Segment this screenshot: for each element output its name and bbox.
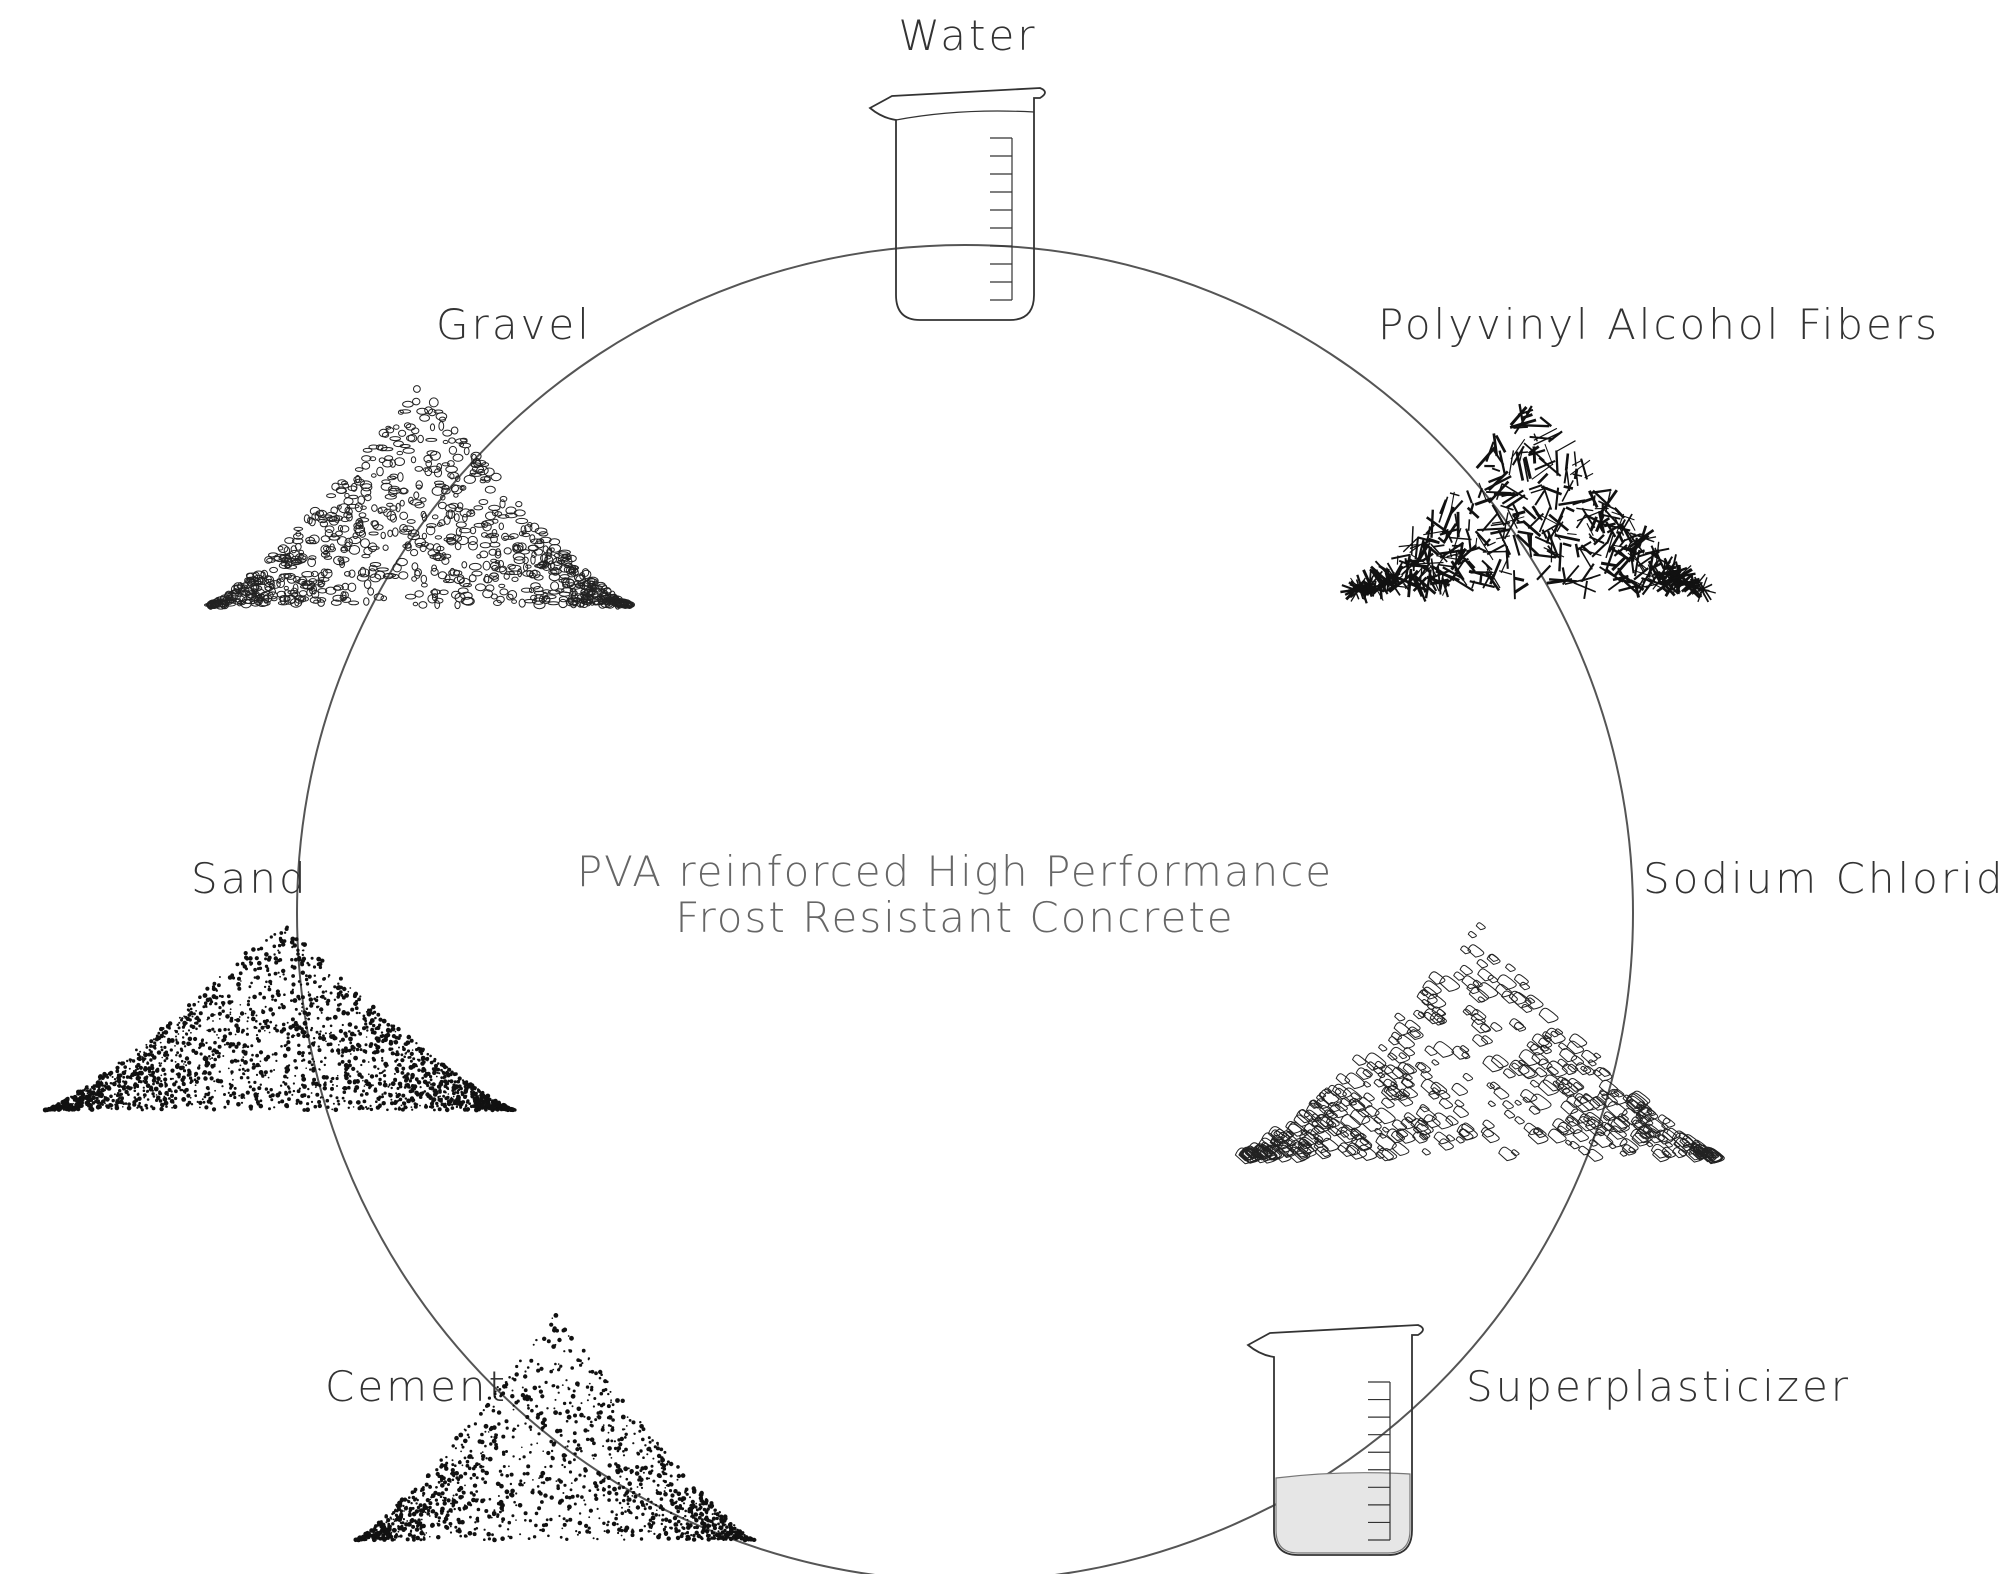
label-sodium-chloride: Sodium Chloride [1643, 854, 2000, 903]
sodium-chloride-pile-icon [1234, 922, 1725, 1165]
pva-fibers-pile-icon [1340, 403, 1716, 604]
label-pva-fibers: Polyvinyl Alcohol Fibers [1378, 300, 1940, 349]
label-cement: Cement [325, 1362, 508, 1411]
cycle-circle [296, 244, 1634, 1574]
cement-pile-icon [353, 1313, 757, 1543]
center-title-line1: PVA reinforced High Performance [577, 847, 1333, 896]
label-superplasticizer: Superplasticizer [1466, 1362, 1851, 1411]
center-title-line2: Frost Resistant Concrete [675, 893, 1234, 942]
label-water: Water [898, 11, 1037, 60]
water-beaker-icon [868, 87, 1046, 321]
label-gravel: Gravel [436, 300, 592, 349]
sand-pile-icon [42, 925, 517, 1113]
label-sand: Sand [191, 854, 309, 903]
superplasticizer-beaker-icon [1246, 1324, 1424, 1556]
gravel-pile-icon [204, 385, 635, 610]
